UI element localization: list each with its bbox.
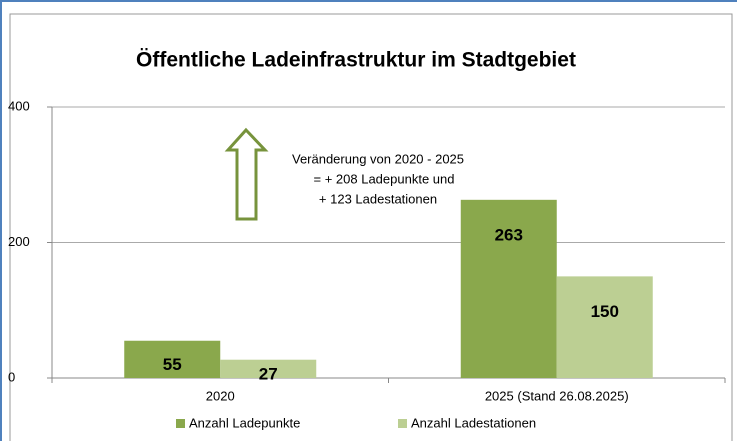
data-label: 55 <box>163 355 182 374</box>
y-tick-label: 200 <box>8 234 30 249</box>
chart-title: Öffentliche Ladeinfrastruktur im Stadtge… <box>136 49 576 72</box>
y-tick-label: 0 <box>8 369 15 384</box>
legend-swatch <box>176 419 185 428</box>
annotation: + 123 Ladestationen <box>319 191 437 206</box>
x-tick-label: 2020 <box>206 388 235 403</box>
bar <box>220 359 317 378</box>
legend-swatch <box>398 419 407 428</box>
arrow-icon <box>224 127 269 221</box>
data-label: 263 <box>495 225 523 244</box>
chart-border <box>9 13 733 441</box>
annotation: Veränderung von 2020 - 2025 <box>292 151 464 166</box>
y-tick-label: 400 <box>8 98 30 113</box>
bar <box>124 340 221 378</box>
bar <box>460 199 557 378</box>
x-tick-label: 2025 (Stand 26.08.2025) <box>485 388 629 403</box>
annotation: = + 208 Ladepunkte und <box>314 171 455 186</box>
legend-label: Anzahl Ladepunkte <box>189 415 300 430</box>
data-label: 27 <box>259 364 278 383</box>
legend-label: Anzahl Ladestationen <box>411 415 536 430</box>
data-label: 150 <box>591 302 619 321</box>
bar <box>556 276 653 378</box>
